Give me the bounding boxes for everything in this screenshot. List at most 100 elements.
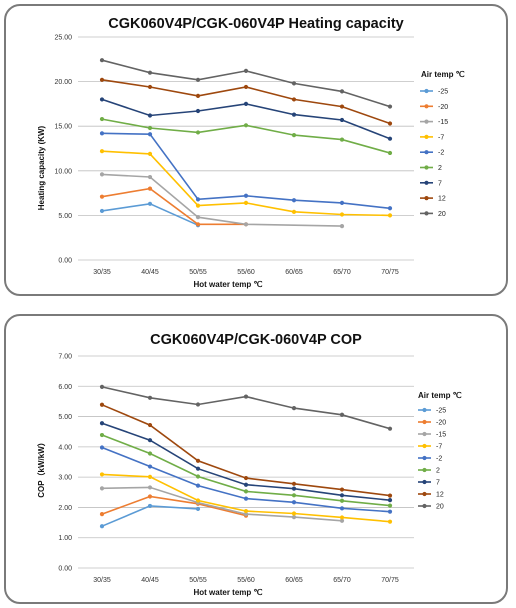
data-point	[291, 405, 297, 411]
legend-label: -25	[436, 408, 446, 415]
data-point	[147, 395, 153, 400]
data-point	[291, 493, 297, 498]
legend-label: -20	[436, 420, 446, 427]
series--7	[99, 472, 393, 524]
data-point	[291, 486, 297, 491]
data-point	[339, 117, 345, 123]
legend-marker	[422, 431, 427, 437]
legend-item: 7	[420, 180, 442, 187]
data-point	[387, 104, 393, 109]
data-point	[387, 213, 393, 218]
legend-item: 2	[420, 165, 442, 172]
data-point	[147, 474, 153, 479]
data-point	[99, 511, 105, 517]
data-point	[387, 136, 393, 141]
x-tick-label: 30/35	[93, 269, 111, 276]
data-point	[339, 224, 345, 229]
data-point	[99, 421, 105, 426]
series--20	[99, 186, 249, 227]
data-point	[243, 222, 249, 227]
data-point	[147, 422, 153, 428]
x-tick-label: 65/70	[333, 577, 351, 584]
data-point	[339, 89, 345, 94]
legend-item: -15	[418, 432, 446, 439]
series--2	[99, 445, 393, 514]
legend-item: -20	[420, 104, 448, 111]
data-point	[339, 137, 345, 142]
data-point	[339, 498, 345, 503]
y-tick-label: 5.00	[58, 414, 72, 421]
data-point	[243, 475, 249, 481]
data-point	[99, 524, 105, 529]
series-line	[101, 150, 391, 217]
legend-label: -2	[438, 150, 444, 157]
legend-label: 12	[436, 492, 444, 499]
legend-marker	[422, 407, 427, 413]
data-point	[339, 518, 345, 523]
data-point	[339, 212, 345, 217]
x-tick-label: 65/70	[333, 269, 351, 276]
data-point	[99, 194, 105, 199]
x-tick-label: 55/60	[237, 269, 255, 276]
data-point	[339, 412, 345, 417]
data-point	[195, 93, 201, 98]
series-12	[99, 77, 393, 126]
legend-item: -25	[418, 408, 446, 415]
y-tick-label: 7.00	[58, 354, 72, 361]
data-point	[99, 402, 105, 407]
data-point	[147, 503, 153, 509]
data-point	[147, 151, 153, 156]
legend-marker	[422, 443, 427, 449]
y-tick-label: 25.00	[54, 35, 72, 42]
legend-label: 20	[436, 504, 444, 511]
cop-chart: CGK060V4P/CGK-060V4P COP 0.00 1.00 2.00 3.0…	[36, 332, 462, 597]
legend-marker	[424, 165, 429, 170]
series-12	[99, 402, 393, 498]
data-point	[99, 486, 105, 491]
data-point	[147, 464, 153, 469]
y-axis-label: COP（kW/kW）	[36, 438, 46, 498]
legend-label: -20	[438, 104, 448, 111]
y-tick-label: 5.00	[58, 213, 72, 220]
data-point	[147, 485, 153, 490]
legend-marker	[424, 134, 429, 139]
data-point	[339, 104, 345, 109]
data-point	[243, 84, 249, 90]
data-point	[99, 445, 105, 450]
data-point	[291, 500, 297, 505]
data-point	[195, 108, 201, 114]
data-point	[243, 394, 249, 399]
data-point	[291, 198, 297, 203]
data-point	[243, 101, 249, 106]
data-point	[243, 508, 249, 514]
legend-marker	[422, 419, 427, 425]
x-tick-label: 60/65	[285, 577, 303, 584]
legend-label: -2	[436, 456, 442, 463]
data-point	[99, 116, 105, 122]
data-point	[339, 487, 345, 492]
chart-title: CGK060V4P/CGK-060V4P Heating capacity	[108, 16, 404, 32]
legend-item: -2	[420, 150, 444, 157]
legend-marker	[422, 479, 427, 485]
x-tick-label: 40/45	[141, 269, 159, 276]
data-point	[291, 133, 297, 138]
legend-item: 12	[418, 492, 444, 499]
legend-marker	[422, 467, 427, 473]
x-tick-label: 70/75	[381, 577, 399, 584]
data-point	[195, 474, 201, 479]
data-point	[339, 200, 345, 206]
data-point	[339, 493, 345, 498]
x-tick-label: 50/55	[189, 577, 207, 584]
series-line	[101, 495, 247, 517]
data-point	[99, 58, 105, 63]
data-point	[339, 506, 345, 511]
data-point	[99, 472, 105, 477]
data-point	[147, 174, 153, 180]
legend-marker	[422, 491, 427, 497]
data-point	[291, 81, 297, 86]
legend-item: 7	[418, 480, 440, 487]
data-point	[147, 132, 153, 137]
legend-marker	[424, 119, 429, 124]
data-point	[195, 466, 201, 471]
data-point	[387, 519, 393, 524]
